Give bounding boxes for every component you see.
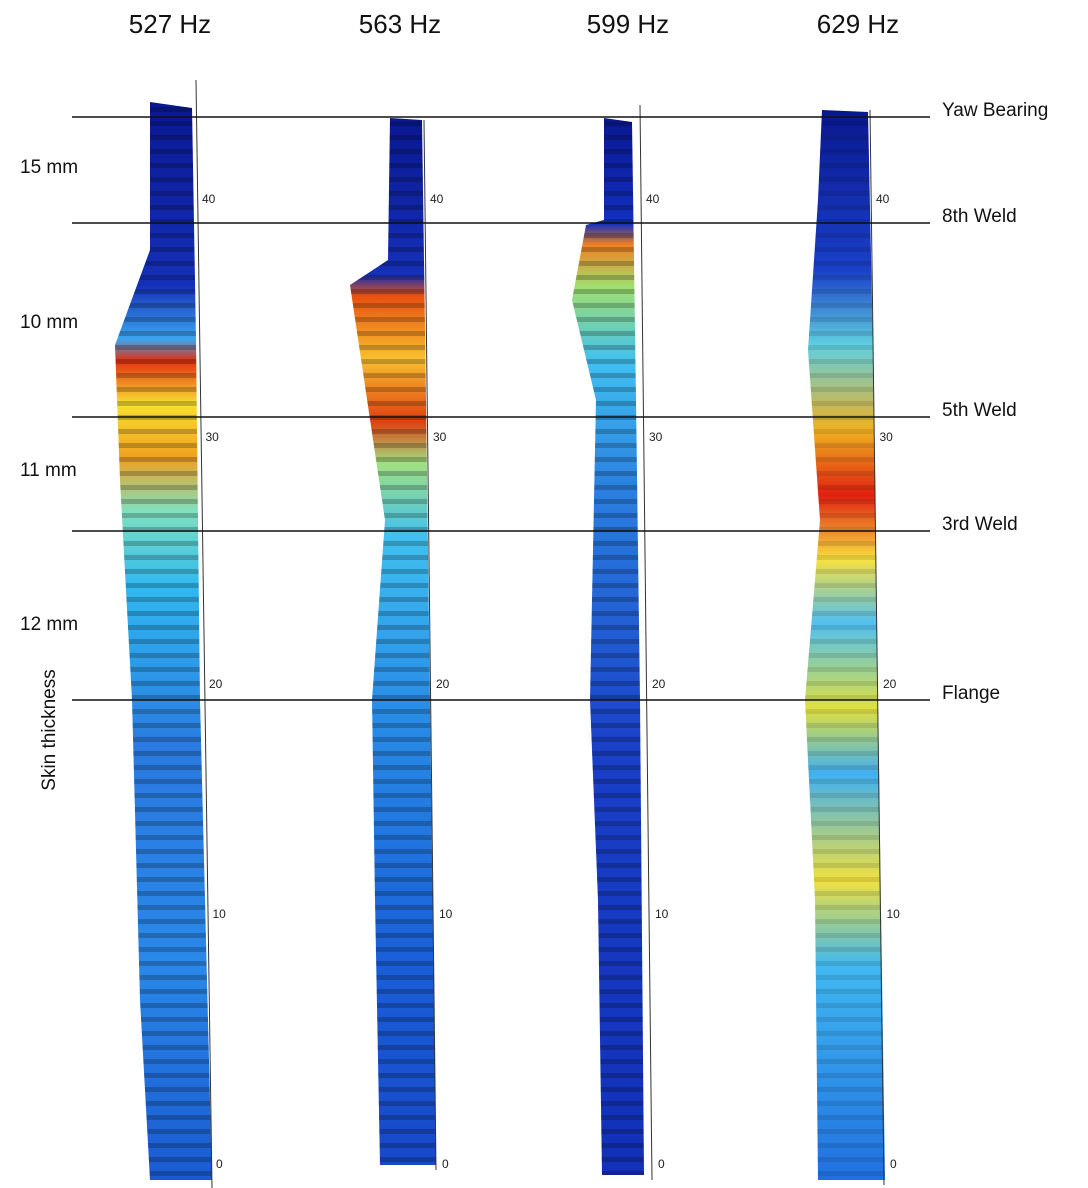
tick-label: 10 [439, 907, 453, 921]
section-label: 3rd Weld [942, 514, 1018, 535]
section-label: 5th Weld [942, 400, 1017, 421]
panel-title: 629 Hz [817, 9, 899, 39]
tick-label: 30 [880, 430, 894, 444]
tick-label: 0 [890, 1157, 897, 1171]
section-label: Yaw Bearing [942, 100, 1048, 121]
mode-shape [805, 110, 885, 1180]
tick-label: 40 [430, 192, 444, 206]
tick-label: 10 [655, 907, 669, 921]
tick-label: 40 [646, 192, 660, 206]
tick-label: 0 [658, 1157, 665, 1171]
tick-label: 40 [876, 192, 890, 206]
thickness-label: 11 mm [20, 460, 77, 481]
tick-label: 20 [209, 677, 223, 691]
mode-shape [115, 102, 212, 1180]
tick-label: 30 [649, 430, 663, 444]
y-label: Skin thickness [39, 669, 60, 790]
figure: 527 Hz 40 30 20 10 0 563 Hz 40 30 20 10 0 599 Hz 40 30… [0, 0, 1088, 1188]
thickness-label: 15 mm [20, 157, 78, 178]
tick-label: 0 [216, 1157, 223, 1171]
tick-label: 20 [652, 677, 666, 691]
tick-label: 40 [202, 192, 216, 206]
columns [115, 80, 885, 1188]
panel-title: 599 Hz [587, 9, 669, 39]
thickness-label: 12 mm [20, 614, 78, 635]
tick-label: 30 [206, 430, 220, 444]
tick-label: 20 [883, 677, 897, 691]
panel-title: 527 Hz [129, 9, 211, 39]
section-label: Flange [942, 683, 1000, 704]
mode-shape [572, 118, 644, 1175]
tick-label: 20 [436, 677, 450, 691]
section-label: 8th Weld [942, 206, 1017, 227]
tick-label: 30 [433, 430, 447, 444]
tick-label: 0 [442, 1157, 449, 1171]
thickness-label: 10 mm [20, 312, 78, 333]
tick-label: 10 [213, 907, 227, 921]
tick-label: 10 [887, 907, 901, 921]
mode-shape [350, 118, 436, 1165]
panel-title: 563 Hz [359, 9, 441, 39]
